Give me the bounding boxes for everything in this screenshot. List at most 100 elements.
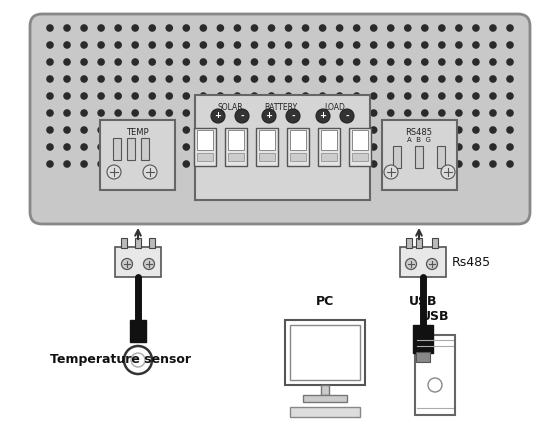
Circle shape [284,160,292,168]
Circle shape [97,24,105,32]
Text: -: - [291,112,295,120]
Circle shape [97,160,105,168]
Circle shape [251,75,258,83]
Circle shape [183,92,190,100]
Circle shape [268,58,276,66]
Circle shape [114,160,122,168]
Bar [318,128,340,166]
Bar [127,138,135,160]
Circle shape [217,160,224,168]
Circle shape [63,92,71,100]
Circle shape [165,75,173,83]
Bar [195,95,370,200]
Circle shape [404,126,412,134]
Circle shape [438,41,446,49]
Circle shape [165,160,173,168]
Circle shape [199,92,207,100]
Circle shape [336,92,343,100]
Circle shape [107,165,121,179]
Circle shape [217,75,224,83]
Circle shape [489,126,497,134]
Circle shape [199,24,207,32]
Circle shape [353,92,361,100]
Circle shape [183,58,190,66]
Text: Temperature sensor: Temperature sensor [50,354,191,367]
Bar [290,153,306,161]
Circle shape [131,353,145,367]
Circle shape [472,126,480,134]
Circle shape [268,92,276,100]
Circle shape [183,75,190,83]
Circle shape [251,24,258,32]
Circle shape [370,24,377,32]
Circle shape [319,109,326,117]
Bar [437,146,445,168]
Circle shape [80,143,88,151]
Circle shape [114,41,122,49]
Circle shape [284,41,292,49]
Circle shape [405,259,417,269]
Circle shape [234,75,241,83]
Circle shape [353,126,361,134]
Circle shape [97,109,105,117]
Circle shape [302,92,309,100]
Bar [121,238,127,248]
Circle shape [132,24,139,32]
Circle shape [284,143,292,151]
Circle shape [387,58,395,66]
Bar [290,325,360,380]
Text: SOLAR: SOLAR [217,103,243,112]
Circle shape [199,75,207,83]
Circle shape [97,92,105,100]
Circle shape [132,92,139,100]
Circle shape [165,143,173,151]
Circle shape [336,143,343,151]
Bar [352,130,368,150]
Circle shape [302,58,309,66]
Circle shape [302,126,309,134]
Circle shape [124,346,152,374]
Circle shape [97,75,105,83]
Circle shape [370,58,377,66]
Circle shape [165,58,173,66]
Circle shape [234,160,241,168]
Circle shape [370,109,377,117]
Circle shape [455,41,463,49]
Circle shape [132,143,139,151]
Circle shape [441,165,455,179]
Circle shape [455,126,463,134]
Text: TEMP: TEMP [125,128,148,137]
Text: -: - [240,112,244,120]
Bar [135,238,141,248]
Bar [406,238,412,248]
Circle shape [63,58,71,66]
Circle shape [489,41,497,49]
Text: Rs485: Rs485 [452,256,491,268]
Circle shape [370,126,377,134]
Circle shape [387,126,395,134]
Circle shape [387,143,395,151]
Circle shape [284,75,292,83]
Bar [432,238,438,248]
Circle shape [404,58,412,66]
Circle shape [234,58,241,66]
Circle shape [319,58,326,66]
Circle shape [114,24,122,32]
Circle shape [353,41,361,49]
Circle shape [251,92,258,100]
Circle shape [506,160,514,168]
Circle shape [148,143,156,151]
Circle shape [319,126,326,134]
Circle shape [387,24,395,32]
Circle shape [46,92,54,100]
Circle shape [489,24,497,32]
Circle shape [132,58,139,66]
Bar [225,128,247,166]
Circle shape [80,41,88,49]
Circle shape [370,160,377,168]
Bar [149,238,155,248]
Bar [256,128,278,166]
Circle shape [455,160,463,168]
Circle shape [284,24,292,32]
Circle shape [387,109,395,117]
